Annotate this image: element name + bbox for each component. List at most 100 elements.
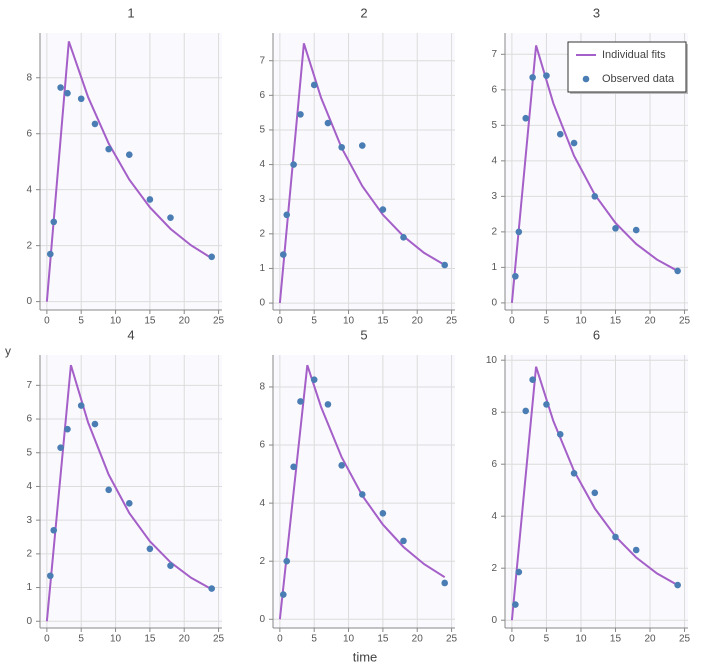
data-point bbox=[379, 509, 387, 517]
panel: 4 0 5 10 15 20 25 0 1 2 3 4 5 6 7 bbox=[26, 327, 224, 644]
x-tick-label: 5 bbox=[311, 634, 317, 645]
data-point bbox=[310, 376, 318, 383]
y-tick-label: 6 bbox=[259, 90, 265, 101]
x-tick-label: 25 bbox=[679, 634, 691, 645]
data-point bbox=[57, 84, 64, 91]
y-tick-label: 2 bbox=[26, 548, 32, 559]
data-point bbox=[57, 444, 64, 451]
x-tick-label: 10 bbox=[343, 634, 355, 645]
y-tick-label: 6 bbox=[491, 84, 497, 95]
data-point bbox=[556, 130, 564, 138]
x-tick-label: 10 bbox=[110, 634, 122, 645]
data-point bbox=[105, 145, 112, 153]
y-tick-label: 0 bbox=[259, 298, 265, 309]
data-point bbox=[290, 463, 297, 471]
legend-box bbox=[567, 41, 687, 93]
data-point bbox=[290, 161, 297, 168]
data-point bbox=[591, 193, 599, 200]
data-point bbox=[612, 533, 619, 541]
y-tick-label: 8 bbox=[259, 382, 265, 393]
data-point bbox=[591, 489, 599, 497]
data-point bbox=[512, 601, 519, 608]
data-point bbox=[358, 142, 366, 149]
legend-label: Observed data bbox=[602, 73, 675, 85]
y-tick-label: 7 bbox=[259, 55, 265, 66]
data-point bbox=[64, 89, 71, 97]
x-tick-label: 15 bbox=[377, 634, 389, 645]
data-point bbox=[77, 95, 85, 103]
x-tick-label: 25 bbox=[446, 634, 458, 645]
data-point bbox=[310, 81, 318, 89]
data-point bbox=[125, 151, 133, 159]
data-point bbox=[91, 420, 99, 428]
data-point bbox=[297, 111, 304, 118]
panel: 3 0 5 10 15 20 25 0 1 2 3 4 5 6 7 Individual fits Observ… bbox=[491, 5, 690, 326]
plot-area bbox=[40, 355, 222, 628]
y-tick-label: 2 bbox=[259, 228, 265, 239]
data-point bbox=[47, 250, 54, 258]
data-point bbox=[64, 425, 71, 433]
y-axis-label: y bbox=[5, 344, 11, 358]
panel: 5 0 5 10 15 20 25 0 2 4 6 8 bbox=[259, 327, 457, 644]
plot-area bbox=[40, 33, 222, 310]
x-tick-label: 5 bbox=[311, 316, 317, 327]
data-point bbox=[338, 462, 345, 469]
data-point bbox=[522, 114, 530, 122]
panel: 6 0 5 10 15 20 25 0 2 4 6 8 10 bbox=[486, 327, 691, 644]
x-tick-label: 0 bbox=[277, 634, 283, 645]
x-tick-label: 20 bbox=[644, 316, 656, 327]
x-tick-label: 25 bbox=[679, 316, 691, 327]
data-point bbox=[543, 72, 550, 79]
data-point bbox=[570, 470, 578, 477]
legend-label: Individual fits bbox=[602, 49, 666, 61]
data-point bbox=[283, 557, 291, 565]
x-tick-label: 15 bbox=[144, 316, 156, 327]
data-point bbox=[125, 499, 133, 507]
x-tick-label: 20 bbox=[412, 634, 424, 645]
y-tick-label: 4 bbox=[491, 511, 497, 522]
y-tick-label: 6 bbox=[491, 459, 497, 470]
x-tick-label: 5 bbox=[544, 316, 550, 327]
y-tick-label: 6 bbox=[259, 440, 265, 451]
x-tick-label: 15 bbox=[610, 634, 622, 645]
panel-title: 6 bbox=[593, 327, 600, 342]
y-tick-label: 2 bbox=[259, 556, 265, 567]
data-point bbox=[522, 407, 530, 415]
panel-title: 3 bbox=[593, 5, 600, 20]
data-point bbox=[280, 251, 287, 258]
panel-title: 2 bbox=[360, 5, 367, 20]
data-point bbox=[529, 74, 536, 81]
data-point bbox=[400, 233, 407, 241]
y-tick-label: 3 bbox=[26, 515, 32, 526]
y-tick-label: 4 bbox=[491, 155, 497, 166]
data-point bbox=[556, 431, 564, 438]
panel-title: 4 bbox=[127, 327, 134, 342]
y-tick-label: 5 bbox=[259, 125, 265, 136]
y-tick-label: 2 bbox=[491, 227, 497, 238]
panel-title: 1 bbox=[127, 5, 134, 20]
x-tick-label: 10 bbox=[110, 316, 122, 327]
data-point bbox=[441, 579, 448, 587]
x-tick-label: 25 bbox=[213, 316, 225, 327]
y-tick-label: 1 bbox=[26, 582, 32, 593]
data-point bbox=[167, 214, 174, 221]
data-point bbox=[379, 206, 387, 213]
fit-line bbox=[45, 364, 213, 622]
data-point bbox=[515, 568, 523, 576]
x-tick-label: 5 bbox=[78, 634, 84, 645]
y-tick-label: 0 bbox=[491, 615, 497, 626]
plot-area bbox=[273, 355, 455, 628]
data-point bbox=[358, 491, 366, 498]
data-point bbox=[50, 218, 58, 226]
data-point bbox=[529, 376, 536, 384]
fit-line bbox=[510, 366, 679, 621]
data-point bbox=[280, 591, 287, 598]
data-point bbox=[146, 196, 154, 203]
data-point bbox=[208, 585, 215, 592]
x-tick-label: 10 bbox=[575, 316, 587, 327]
y-tick-label: 7 bbox=[26, 380, 32, 391]
data-point bbox=[77, 402, 85, 409]
x-tick-label: 0 bbox=[44, 316, 50, 327]
